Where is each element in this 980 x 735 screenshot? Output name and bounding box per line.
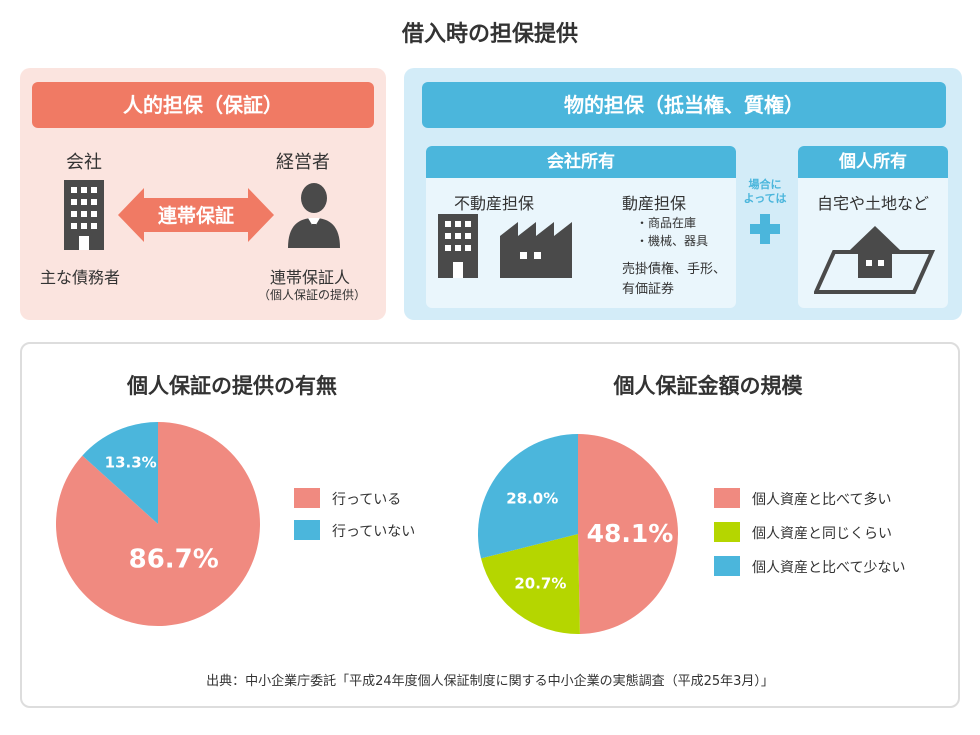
real-estate-collateral-label: 不動産担保 (454, 194, 535, 213)
building-icon (438, 214, 478, 278)
personal-guarantee-header: 人的担保（保証） (32, 82, 374, 128)
double-arrow-icon (118, 188, 274, 242)
businessman-icon (288, 183, 340, 248)
pie-slice-2 (478, 434, 578, 559)
personal-guarantee-provision-label: （個人保証の提供） (258, 288, 367, 302)
securities-label: 有価証券 (622, 282, 675, 297)
factory-icon (500, 222, 572, 278)
pie-slice-0 (578, 434, 679, 634)
pie-label-1: 20.7% (514, 574, 566, 592)
legend-label-less-than-assets: 個人資産と比べて少ない (752, 560, 906, 576)
legend-label-not-providing: 行っていない (332, 524, 416, 540)
chart-title-guarantee-amount: 個人保証金額の規模 (613, 374, 803, 398)
statistics-panel (20, 342, 960, 708)
legend-swatch-same-as-assets (714, 522, 740, 542)
property-collateral-header: 物的担保（抵当権、質権） (422, 82, 946, 128)
property-collateral-panel: 物的担保（抵当権、質権） 会社所有 不動産担保 動産担保 ・商品在庫 ・機械、器… (404, 68, 962, 320)
joint-guarantor-label: 連帯保証人 (270, 268, 351, 287)
legend-swatch-providing (294, 488, 320, 508)
legend-swatch-not-providing (294, 520, 320, 540)
office-building-icon (64, 180, 104, 250)
legend-label-providing: 行っている (332, 492, 402, 508)
movable-collateral-label: 動産担保 (622, 194, 687, 213)
legend-swatch-more-than-assets (714, 488, 740, 508)
chart-title-guarantee-provision: 個人保証の提供の有無 (127, 374, 337, 398)
pie-slice-1 (481, 534, 580, 634)
pie-label-0: 86.7% (129, 544, 219, 574)
joint-guarantee-label: 連帯保証 (157, 205, 234, 227)
house-on-land-icon (814, 226, 936, 294)
pie-label-0: 48.1% (587, 519, 674, 548)
machinery-item: ・機械、器具 (636, 234, 709, 248)
pie-chart-guarantee-amount: 48.1% 20.7% 28.0% (478, 434, 679, 634)
company-owned-box: 会社所有 不動産担保 動産担保 ・商品在庫 ・機械、器具 売掛債権、手形、 有価… (426, 146, 736, 308)
company-label: 会社 (66, 152, 102, 173)
source-citation: 出典：中小企業庁委託「平成24年度個人保証制度に関する中小企業の実態調査（平成2… (206, 674, 774, 689)
manager-label: 経営者 (276, 152, 330, 173)
legend-swatch-less-than-assets (714, 556, 740, 576)
conditional-label-line2: よっては (743, 192, 787, 205)
personal-owned-box: 個人所有 自宅や土地など (798, 146, 948, 308)
plus-icon (750, 214, 780, 244)
pie-chart-guarantee-provision: 86.7% 13.3% (55, 422, 260, 626)
home-land-label: 自宅や土地など (816, 194, 929, 213)
personal-owned-header: 個人所有 (798, 146, 948, 178)
personal-guarantee-panel: 人的担保（保証） 会社 主な債務者 連帯保証 経営者 連帯保証人 （個人保証の提… (20, 68, 386, 320)
receivables-label: 売掛債権、手形、 (622, 262, 727, 277)
legend-label-same-as-assets: 個人資産と同じくらい (752, 526, 892, 542)
pie-slice-1 (82, 422, 158, 524)
pie-label-1: 13.3% (105, 453, 157, 471)
main-debtor-label: 主な債務者 (40, 268, 121, 287)
pie-label-2: 28.0% (506, 489, 558, 507)
conditional-label-line1: 場合に (748, 178, 782, 191)
pie-slice-0 (55, 422, 260, 626)
company-owned-header: 会社所有 (426, 146, 736, 178)
page-title: 借入時の担保提供 (401, 22, 578, 47)
inventory-item: ・商品在庫 (636, 216, 697, 230)
legend-label-more-than-assets: 個人資産と比べて多い (752, 492, 892, 508)
